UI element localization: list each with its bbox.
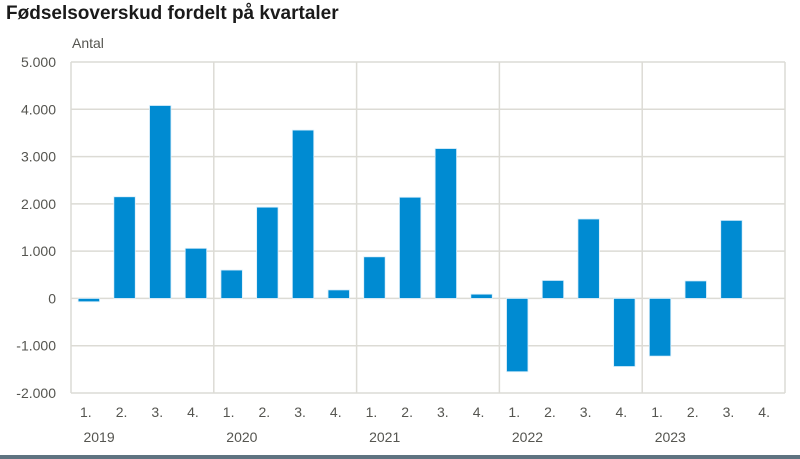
- x-tick-label: 3.: [723, 404, 735, 420]
- x-group-label: 2020: [226, 429, 257, 445]
- x-tick-label: 3.: [580, 404, 592, 420]
- bar: [77, 298, 100, 303]
- x-tick-label: 3.: [294, 404, 306, 420]
- bar: [291, 129, 315, 299]
- x-tick-label: 2.: [259, 404, 271, 420]
- bar: [577, 218, 600, 299]
- bar: [506, 298, 529, 373]
- x-tick-label: 3.: [437, 404, 449, 420]
- bar: [434, 148, 457, 299]
- y-tick-label: 0: [48, 290, 56, 306]
- bar: [220, 269, 243, 299]
- x-tick-label: 4.: [187, 404, 199, 420]
- bar: [720, 220, 743, 299]
- x-group-label: 2019: [83, 429, 114, 445]
- y-tick-label: 3.000: [21, 149, 56, 165]
- x-tick-label: 2.: [116, 404, 128, 420]
- x-tick-label: 1.: [366, 404, 378, 420]
- y-tick-label: 4.000: [21, 101, 56, 117]
- bottom-border: [0, 455, 800, 459]
- y-tick-label: 2.000: [21, 196, 56, 212]
- x-tick-label: 4.: [616, 404, 628, 420]
- chart-title: Fødselsoverskud fordelt på kvartaler: [6, 3, 339, 24]
- x-tick-label: 3.: [151, 404, 163, 420]
- x-group-label: 2021: [369, 429, 400, 445]
- x-tick-label: 4.: [758, 404, 770, 420]
- x-tick-label: 4.: [473, 404, 485, 420]
- x-tick-label: 2.: [687, 404, 699, 420]
- bar: [113, 196, 136, 299]
- x-group-label: 2023: [655, 429, 686, 445]
- bar: [541, 280, 565, 299]
- x-tick-label: 1.: [80, 404, 92, 420]
- x-tick-label: 1.: [508, 404, 520, 420]
- x-tick-label: 4.: [330, 404, 342, 420]
- bar: [613, 298, 636, 367]
- bar: [399, 196, 422, 299]
- x-tick-label: 1.: [223, 404, 235, 420]
- x-tick-label: 2.: [401, 404, 413, 420]
- y-tick-label: -1.000: [16, 338, 56, 354]
- y-tick-label: 5.000: [21, 54, 56, 70]
- y-tick-label: 1.000: [21, 243, 56, 259]
- y-axis-label: Antal: [72, 35, 104, 51]
- x-tick-label: 2.: [544, 404, 556, 420]
- x-tick-label: 1.: [651, 404, 663, 420]
- bar: [648, 298, 672, 357]
- bar: [184, 247, 208, 299]
- bar: [363, 256, 386, 299]
- bar: [684, 280, 707, 299]
- y-tick-label: -2.000: [16, 385, 56, 401]
- bar: [256, 206, 279, 299]
- x-group-label: 2022: [512, 429, 543, 445]
- bar: [327, 289, 350, 299]
- bar: [149, 105, 172, 299]
- bar: [470, 293, 493, 299]
